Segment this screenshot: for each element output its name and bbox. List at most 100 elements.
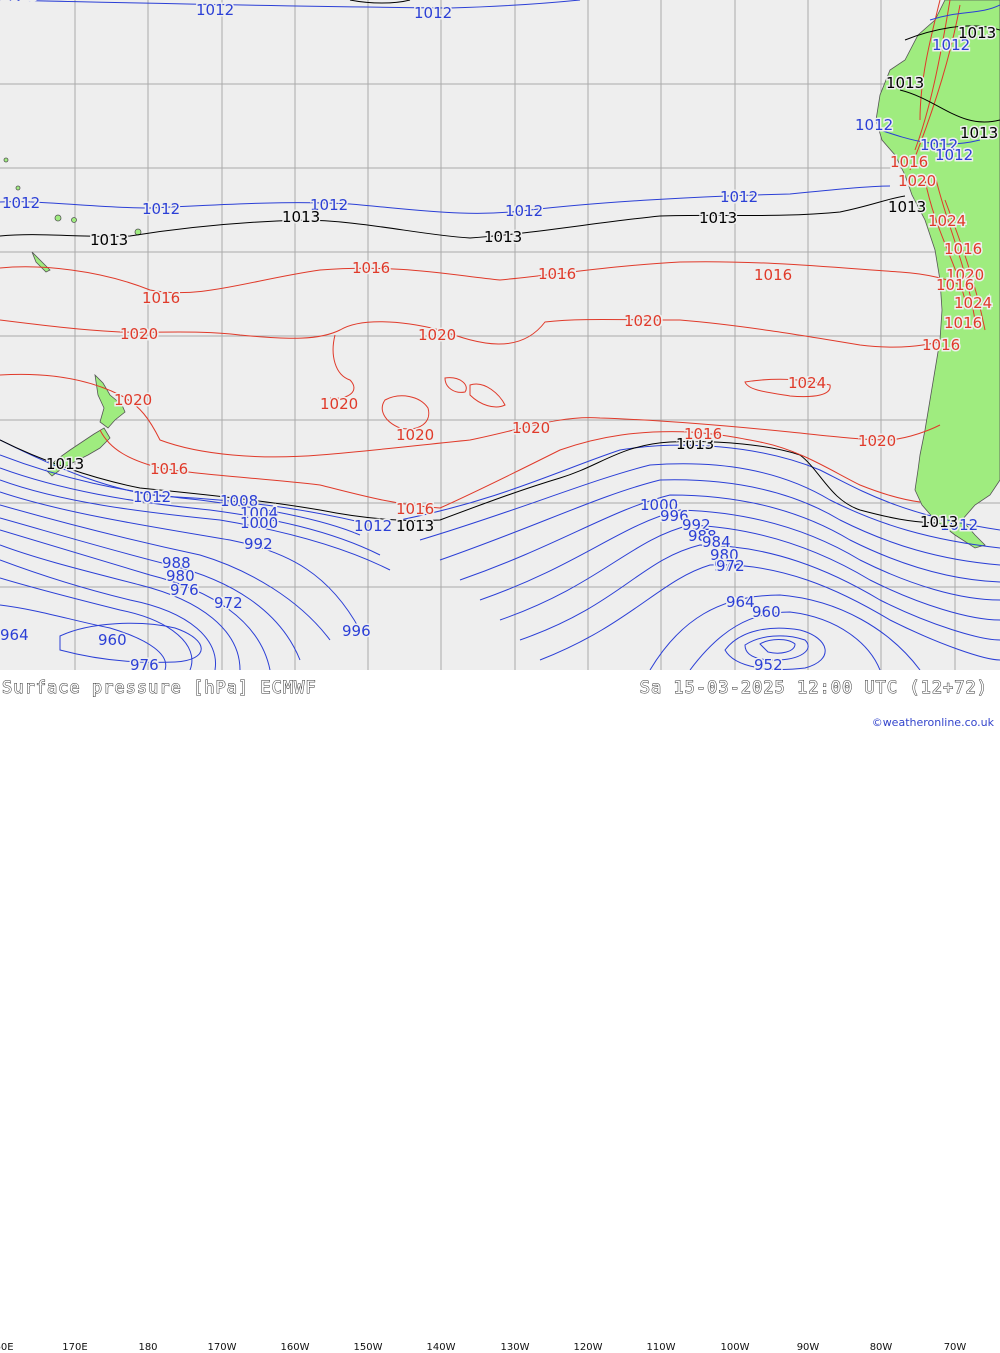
longitude-label: 90W [796,1342,820,1353]
isobar-label: 992 [682,516,711,534]
isobar-label: 1016 [890,153,928,171]
isobar-label: 1013 [396,517,434,535]
isobar-label: 996 [660,507,689,525]
isobar-label: 1020 [946,266,984,284]
isobar-label: 992 [244,535,273,553]
isobar-label: 984 [702,533,731,551]
isobar-label: 1012 [414,4,452,22]
isobar-label: 1012 [855,116,893,134]
isobar-label: 1016 [944,314,982,332]
small-islands [3,157,142,236]
isobar-label: 1013 [484,228,522,246]
valid-time: Sa 15-03-2025 12:00 UTC (12+72) [639,678,988,699]
isobar-label: 1012 [505,202,543,220]
isobar-label: 1013 [90,231,128,249]
landmasses [31,0,1000,549]
isobar-label: 976 [714,557,743,575]
isobar-label: 1013 [699,209,737,227]
isobar-label: 1024 [954,294,992,312]
isobar-label: 1012 [142,200,180,218]
reference-isobars [0,0,936,524]
isobar-label: 1020 [624,312,662,330]
longitude-label: 170E [62,1342,88,1353]
longitude-label: 140W [426,1342,456,1353]
longitude-label: 100W [720,1342,750,1353]
black-isobar-labels: 1013 1013 1013 1013 1013 1013 1013 1013 … [0,0,1000,537]
isobar-label: 1012 [920,136,958,154]
isobar-label: 1013 [888,198,926,216]
isobar-label: 972 [214,594,243,612]
isobar-label: 1020 [512,419,550,437]
isobar-label: 1012 [935,146,973,164]
isobar-label: 1013 [282,208,320,226]
isobar-label: 1012 [354,517,392,535]
isobar-label: 1020 [120,325,158,343]
high-pressure-isobars [0,261,961,509]
isobar-label: 1024 [928,212,966,230]
isobar-label: 960 [98,631,127,649]
isobar-label: 972 [716,557,745,575]
isobar-label: 1013 [676,435,714,453]
isobar-label: 1016 [936,276,974,294]
south-america-internal-contours [879,0,1000,331]
longitude-label: 160W [280,1342,310,1353]
low-pressure-isobars [0,0,1000,671]
footer-bar: 60E 170E 180 170W 160W 150W 140W 130W 12… [0,670,1000,1353]
pressure-map: 1012 1012 1012 1012 1012 1012 1012 1012 … [0,0,1000,676]
map-title: Surface pressure [hPa] ECMWF [2,678,317,699]
longitude-label: 180 [138,1342,158,1353]
longitude-label: 70W [943,1342,967,1353]
isobar-label: 1004 [240,504,278,522]
isobar-label: 1016 [396,500,434,518]
isobar-label: 1016 [538,265,576,283]
isobar-label: 1000 [240,514,278,532]
isobar-label: 1016 [142,289,180,307]
longitude-label: 150W [353,1342,383,1353]
south-america-land [875,0,1000,549]
isobar-label: 1012 [196,1,234,19]
new-zealand-south-island [45,427,111,477]
isobar-label: 996 [342,622,371,640]
longitude-label: 110W [646,1342,676,1353]
map-canvas: 1012 1012 1012 1012 1012 1012 1012 1012 … [0,0,1000,676]
isobar-label: 1013 [0,0,38,4]
isobar-label: 1012 [133,488,171,506]
isobar-label: 976 [170,581,199,599]
isobar-label: 1016 [150,460,188,478]
isobar-label: 1020 [396,426,434,444]
longitude-label: 170W [207,1342,237,1353]
isobar-label: 988 [688,527,717,545]
isobar-label: 976 [130,656,159,670]
new-caledonia [31,251,51,273]
isobar-label: 952 [754,656,783,670]
blue-isobar-labels: 1012 1012 1012 1012 1012 1012 1012 1012 … [0,0,980,676]
credit-link[interactable]: ©weatheronline.co.uk [871,716,994,729]
isobar-label: 1013 [46,455,84,473]
isobar-label: 1020 [858,432,896,450]
isobar-label: 1016 [352,259,390,277]
longitude-label: 130W [500,1342,530,1353]
isobar-label: 1016 [922,336,960,354]
longitude-label: 60E [0,1342,14,1353]
isobar-label: 964 [0,626,29,644]
isobar-label: 980 [166,567,195,585]
isobar-label: 964 [726,593,755,611]
isobar-label: 1024 [788,374,826,392]
isobar-label: 1012 [720,188,758,206]
isobar-label: 1013 [886,74,924,92]
isobar-label: 1020 [320,395,358,413]
isobar-label: 1012 [2,194,40,212]
isobar-label: 1013 [920,513,958,531]
isobar-label: 1013 [0,0,38,4]
isobar-label: 1016 [754,266,792,284]
isobar-label: 1000 [640,496,678,514]
isobar-label: 1008 [220,492,258,510]
isobar-label: 1016 [944,240,982,258]
isobar-label: 1012 [932,36,970,54]
isobar-label: 1016 [684,425,722,443]
isobar-label: 1020 [898,172,936,190]
longitude-label: 120W [573,1342,603,1353]
isobar-label: 1012 [310,196,348,214]
new-zealand-north-island [94,373,126,429]
isobar-label: 1012 [940,516,978,534]
